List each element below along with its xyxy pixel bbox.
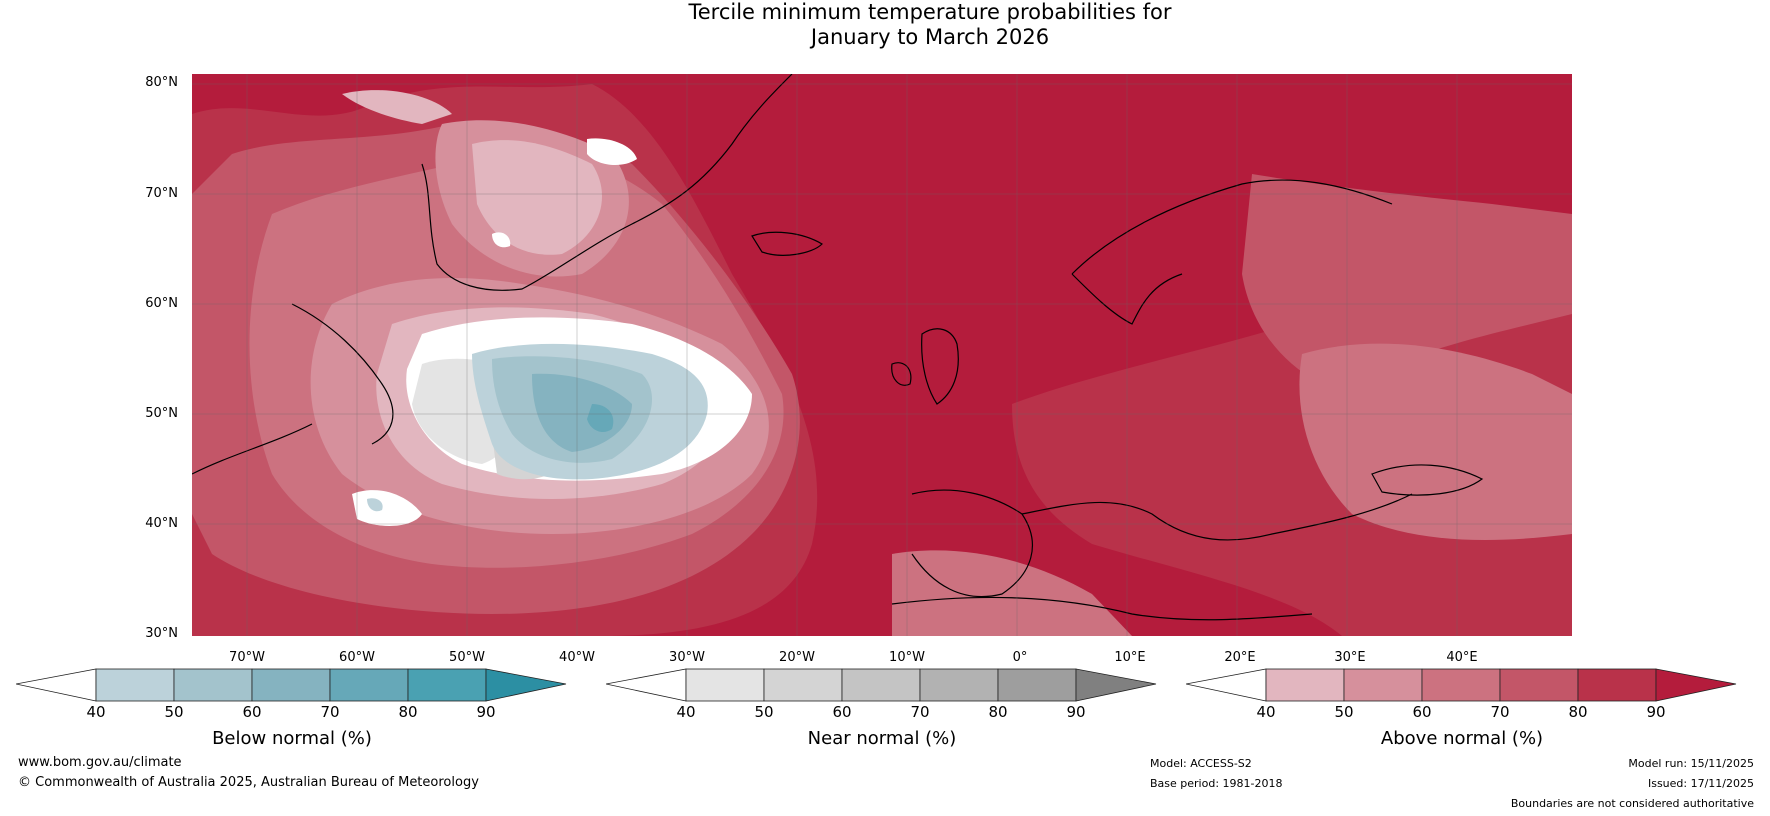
above-tick-80: 80 [1568,703,1588,721]
lat-label-70n: 70°N [145,186,178,201]
title-line-1: Tercile minimum temperature probabilitie… [688,0,1172,24]
near-normal-high-arrow [1075,668,1157,702]
below-normal-high-arrow [485,668,567,702]
colorbar-near-normal [606,668,1157,702]
below-normal-title: Below normal (%) [212,728,372,749]
above-normal-bin-80-90 [1577,668,1657,702]
below-normal-bin-60-70 [251,668,331,702]
disclaimer-text: Boundaries are not considered authoritat… [1510,797,1754,810]
near-normal-bin-40-50 [685,668,765,702]
lat-label-30n: 30°N [145,626,178,641]
lon-label-0: 0° [1012,650,1028,665]
lat-label-40n: 40°N [145,516,178,531]
above-tick-40: 40 [1256,703,1276,721]
lat-label-60n: 60°N [145,296,178,311]
above-tick-60: 60 [1412,703,1432,721]
near-normal-bin-60-70 [841,668,921,702]
above-tick-90: 90 [1646,703,1666,721]
lon-label-50w: 50°W [449,650,485,665]
near-tick-50: 50 [754,703,774,721]
above-normal-low-arrow [1186,668,1267,702]
below-normal-bin-80-90 [407,668,487,702]
near-normal-bin-80-90 [997,668,1077,702]
below-tick-90: 90 [476,703,496,721]
near-tick-40: 40 [676,703,696,721]
lon-label-60w: 60°W [339,650,375,665]
model-text: Model: ACCESS-S2 [1150,757,1252,770]
above-tick-70: 70 [1490,703,1510,721]
title-line-2: January to March 2026 [810,25,1050,49]
lon-label-40e: 40°E [1446,650,1478,665]
base-period-text: Base period: 1981-2018 [1150,777,1283,790]
model-run-text: Model run: 15/11/2025 [1628,757,1754,770]
above-normal-bin-50-60 [1343,668,1423,702]
colorbar-below-normal [16,668,567,702]
probability-map [192,74,1572,636]
below-normal-low-arrow [16,668,97,702]
near-tick-60: 60 [832,703,852,721]
above-normal-bin-40-50 [1265,668,1345,702]
near-tick-90: 90 [1066,703,1086,721]
lon-label-40w: 40°W [559,650,595,665]
above-normal-bin-60-70 [1421,668,1501,702]
issued-text: Issued: 17/11/2025 [1647,777,1754,790]
near-tick-70: 70 [910,703,930,721]
lon-label-20w: 20°W [779,650,815,665]
lon-label-20e: 20°E [1224,650,1256,665]
colorbar-above-normal [1186,668,1737,702]
above-normal-title: Above normal (%) [1380,728,1544,749]
below-normal-bin-40-50 [95,668,175,702]
copyright-text: © Commonwealth of Australia 2025, Austra… [18,775,479,790]
lat-label-50n: 50°N [145,406,178,421]
lon-label-10e: 10°E [1114,650,1146,665]
lon-label-30w: 30°W [669,650,705,665]
lon-label-10w: 10°W [889,650,925,665]
near-normal-bin-50-60 [763,668,843,702]
near-normal-title: Near normal (%) [807,728,957,749]
lon-label-30e: 30°E [1334,650,1366,665]
below-normal-bin-70-80 [329,668,409,702]
below-tick-80: 80 [398,703,418,721]
below-normal-bin-50-60 [173,668,253,702]
lon-label-70w: 70°W [229,650,265,665]
below-tick-60: 60 [242,703,262,721]
above-normal-high-arrow [1655,668,1737,702]
above-tick-50: 50 [1334,703,1354,721]
lat-label-80n: 80°N [145,75,178,90]
above-normal-bin-70-80 [1499,668,1579,702]
below-tick-70: 70 [320,703,340,721]
near-tick-80: 80 [988,703,1008,721]
near-normal-low-arrow [606,668,687,702]
near-normal-bin-70-80 [919,668,999,702]
website-link[interactable]: www.bom.gov.au/climate [18,755,182,770]
map-title: Tercile minimum temperature probabilitie… [0,0,1770,50]
below-tick-40: 40 [86,703,106,721]
below-tick-50: 50 [164,703,184,721]
